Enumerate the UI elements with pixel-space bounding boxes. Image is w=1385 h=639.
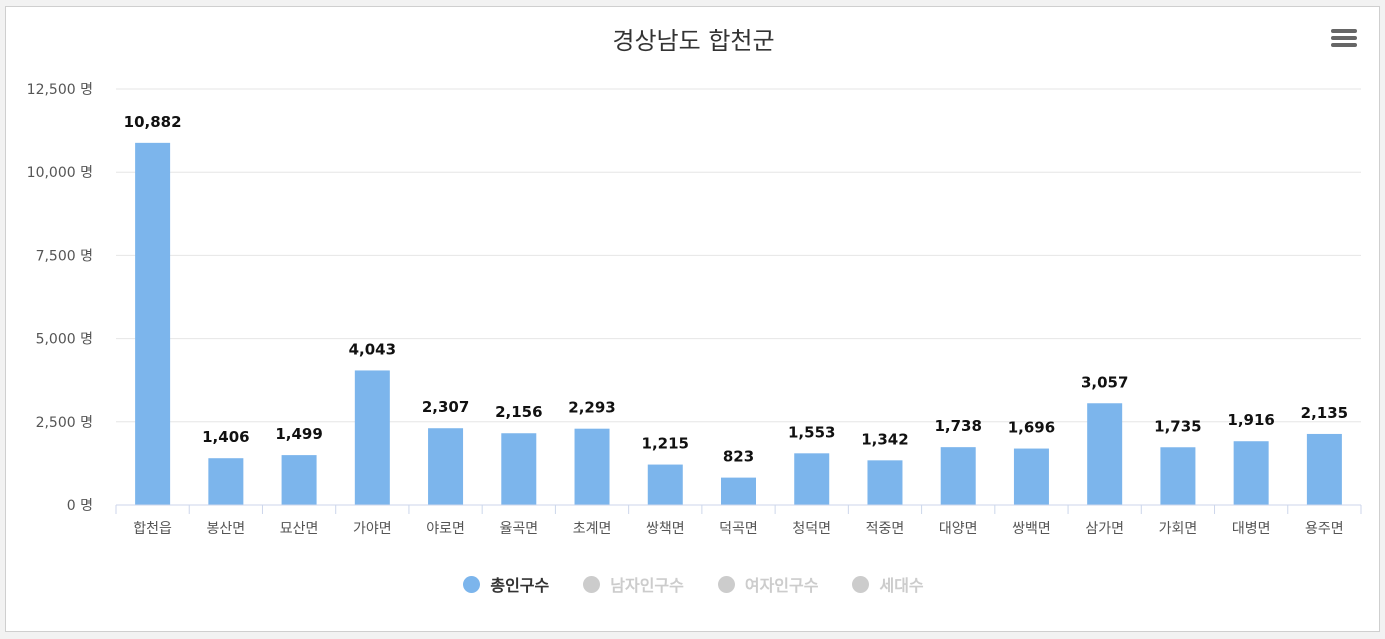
bar[interactable] xyxy=(135,142,171,505)
legend-label: 세대수 xyxy=(879,576,924,595)
chart-plot: 0 명 2,500 명 5,000 명 7,500 명 10,000 명 12,500 명… xyxy=(27,82,1362,537)
data-label: 1,738 xyxy=(934,417,981,435)
y-tick-label: 10,000 명 xyxy=(27,165,93,181)
data-label: 1,406 xyxy=(202,428,249,446)
y-tick-label: 5,000 명 xyxy=(36,332,93,348)
menu-line xyxy=(1331,36,1357,40)
x-tick-label: 초계면 xyxy=(573,521,612,537)
bar[interactable] xyxy=(281,455,317,505)
bar[interactable] xyxy=(208,458,244,505)
x-tick-label: 용주면 xyxy=(1305,521,1344,537)
bar[interactable] xyxy=(721,477,756,505)
data-labels: 10,882 1,406 1,499 4,043 2,307 2,156 2,293 1,21… xyxy=(124,113,1348,466)
legend-marker-icon xyxy=(463,575,481,593)
chart-title: 경상남도 합천군 xyxy=(612,27,775,55)
bar[interactable] xyxy=(354,370,390,505)
data-label: 1,916 xyxy=(1227,411,1274,429)
x-tick-label: 덕곡면 xyxy=(719,521,758,537)
bar[interactable] xyxy=(501,433,537,505)
legend-label: 총인구수 xyxy=(490,576,550,595)
bar[interactable] xyxy=(574,428,610,505)
legend-label: 여자인구수 xyxy=(744,576,819,595)
data-label: 1,215 xyxy=(642,435,689,453)
y-tick-label: 12,500 명 xyxy=(27,82,93,98)
data-label: 1,499 xyxy=(275,425,322,443)
x-axis xyxy=(115,504,1362,514)
bar[interactable] xyxy=(647,464,683,505)
menu-line xyxy=(1331,29,1357,33)
grid-layer xyxy=(116,88,1361,423)
data-label: 1,553 xyxy=(788,423,835,441)
bar[interactable] xyxy=(940,447,976,505)
chart-panel: 경상남도 합천군 0 명 2,500 명 5,000 명 7,500 명 10,000 … xyxy=(5,6,1380,632)
x-tick-label: 율곡면 xyxy=(499,521,538,537)
legend-marker-icon xyxy=(583,575,601,593)
data-label: 1,342 xyxy=(861,430,908,448)
bar[interactable] xyxy=(428,428,464,505)
legend-marker-icon xyxy=(852,575,870,593)
x-tick-label: 대양면 xyxy=(939,521,978,537)
data-label: 2,156 xyxy=(495,403,542,421)
bar[interactable] xyxy=(1160,447,1196,505)
data-label: 4,043 xyxy=(349,340,396,358)
data-label: 10,882 xyxy=(124,113,182,131)
bar[interactable] xyxy=(794,453,830,505)
x-axis-tick-labels: 합천읍 봉산면 묘산면 가야면 야로면 율곡면 초계면 쌍책면 덕곡면 청덕면 적중면 대양면 쌍백면 삼… xyxy=(133,521,1343,537)
data-label: 1,696 xyxy=(1008,419,1055,437)
legend-label: 남자인구수 xyxy=(610,576,684,595)
bar[interactable] xyxy=(1306,433,1342,505)
y-axis-tick-labels: 0 명 2,500 명 5,000 명 7,500 명 10,000 명 12,500 명 xyxy=(27,82,93,514)
menu-line xyxy=(1331,43,1357,47)
y-tick-label: 2,500 명 xyxy=(36,415,93,431)
legend-item[interactable]: 남자인구수 xyxy=(583,572,684,596)
bar[interactable] xyxy=(1013,448,1049,505)
legend-marker-icon xyxy=(717,575,735,593)
bar[interactable] xyxy=(1233,441,1269,505)
legend: 총인구수 남자인구수 여자인구수 세대수 xyxy=(6,572,1381,596)
x-tick-label: 적중면 xyxy=(866,521,905,537)
data-label: 2,293 xyxy=(568,399,615,417)
bar-layer xyxy=(135,142,1342,505)
data-label: 823 xyxy=(723,448,754,466)
x-tick-label: 쌍백면 xyxy=(1012,521,1051,537)
data-label: 2,307 xyxy=(422,398,469,416)
bar[interactable] xyxy=(867,460,903,505)
x-tick-label: 가회면 xyxy=(1159,521,1198,537)
x-tick-label: 봉산면 xyxy=(207,521,246,537)
data-label: 3,057 xyxy=(1081,373,1128,391)
legend-item[interactable]: 여자인구수 xyxy=(717,572,819,596)
x-tick-label: 대병면 xyxy=(1232,521,1271,537)
x-tick-label: 가야면 xyxy=(353,521,392,537)
chart-menu-icon[interactable] xyxy=(1331,29,1361,53)
legend-item[interactable]: 총인구수 xyxy=(463,572,549,596)
data-label: 1,735 xyxy=(1154,417,1201,435)
x-tick-label: 삼가면 xyxy=(1085,521,1124,537)
data-label: 2,135 xyxy=(1301,404,1348,422)
x-tick-label: 쌍책면 xyxy=(646,521,685,537)
x-tick-label: 야로면 xyxy=(426,521,465,537)
x-tick-label: 합천읍 xyxy=(133,521,172,537)
x-tick-label: 청덕면 xyxy=(792,521,831,537)
y-tick-label: 7,500 명 xyxy=(36,248,93,264)
x-tick-label: 묘산면 xyxy=(280,521,319,537)
bar[interactable] xyxy=(1087,403,1123,505)
y-tick-label: 0 명 xyxy=(67,498,93,514)
legend-item[interactable]: 세대수 xyxy=(852,572,924,596)
